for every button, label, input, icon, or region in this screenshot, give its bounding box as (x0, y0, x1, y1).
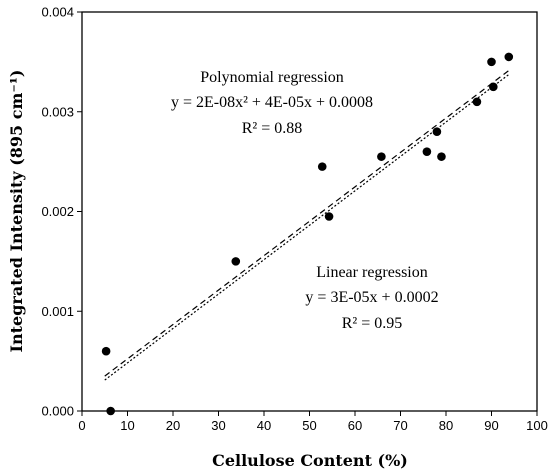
x-tick-label: 20 (166, 418, 180, 433)
linear-fit-line (104, 69, 511, 377)
data-point (504, 52, 514, 62)
x-tick-label: 70 (393, 418, 407, 433)
polynomial-label: Polynomial regression (200, 69, 344, 86)
linear-label: Linear regression (316, 264, 428, 281)
x-tick-label: 50 (302, 418, 316, 433)
plot-area (81, 11, 538, 412)
polynomial-equation: y = 2E-08x² + 4E-05x + 0.0008 (171, 94, 373, 111)
y-tick-label: 0.002 (41, 204, 74, 219)
data-point (231, 257, 241, 266)
data-point (487, 57, 496, 67)
x-tick-label: 60 (348, 418, 362, 433)
polynomial-fit-line (104, 73, 511, 381)
data-point (317, 162, 327, 171)
x-tick-label: 40 (257, 418, 271, 433)
linear-equation: y = 3E-05x + 0.0002 (305, 289, 438, 306)
x-tick-label: 100 (526, 418, 548, 433)
y-tick-label: 0.000 (41, 404, 74, 419)
data-point (489, 82, 498, 92)
x-tick-label: 80 (439, 418, 453, 433)
y-tick-label: 0.004 (41, 5, 74, 20)
x-tick-label: 30 (211, 418, 225, 433)
x-tick-label: 0 (78, 418, 85, 433)
y-tick-label: 0.003 (41, 104, 74, 119)
x-tick-label: 10 (120, 418, 134, 433)
x-axis-title: Cellulose Content (%) (212, 451, 408, 470)
y-axis-ticks: 0.000 0.001 0.002 0.003 0.004 (41, 5, 82, 419)
polynomial-r2: R² = 0.88 (242, 120, 303, 137)
data-point (377, 152, 386, 161)
data-point (437, 152, 446, 161)
x-axis-ticks: 0 10 20 30 40 50 60 70 80 90 100 (78, 411, 548, 433)
data-point (101, 346, 111, 356)
data-point (472, 97, 482, 107)
data-point (422, 147, 432, 156)
linear-r2: R² = 0.95 (342, 315, 403, 332)
y-tick-label: 0.001 (41, 304, 74, 319)
y-axis-title: Integrated Intensity (895 cm⁻¹) (7, 70, 26, 353)
data-points (101, 52, 514, 416)
data-point (432, 127, 442, 136)
data-point (106, 406, 115, 416)
regression-lines (104, 69, 511, 381)
x-tick-label: 90 (484, 418, 498, 433)
data-point (324, 212, 334, 221)
